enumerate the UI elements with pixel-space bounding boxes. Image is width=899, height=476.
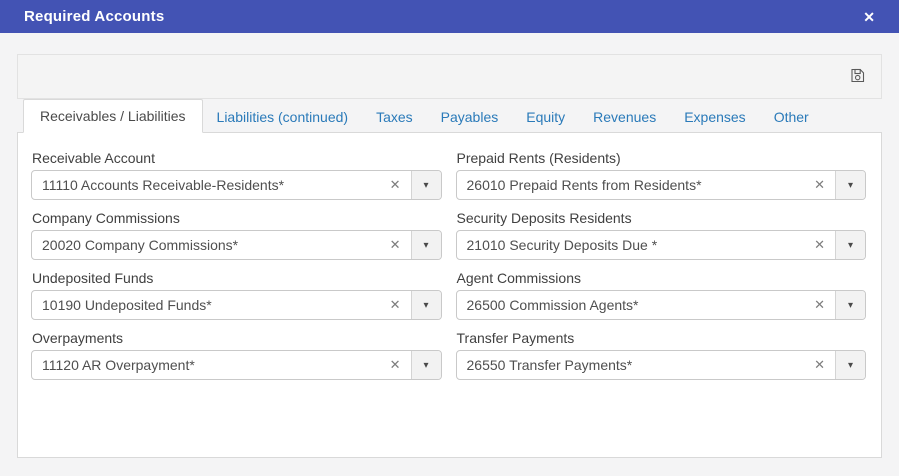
field-transfer-payments: Transfer Payments ✕ ▾ (455, 330, 866, 380)
close-button[interactable]: ✕ (859, 8, 879, 26)
tab-liabilities-continued[interactable]: Liabilities (continued) (216, 109, 349, 125)
combobox-transfer-payments: ✕ ▾ (455, 350, 866, 380)
field-label: Undeposited Funds (32, 270, 154, 286)
caret-down-icon: ▾ (423, 299, 429, 311)
dropdown-caret-button[interactable]: ▾ (410, 231, 441, 259)
tab-receivables-liabilities[interactable]: Receivables / Liabilities (23, 99, 203, 133)
caret-down-icon: ▾ (423, 359, 429, 371)
clear-icon[interactable]: ✕ (389, 177, 401, 192)
combobox-security-deposits: ✕ ▾ (455, 230, 866, 260)
caret-down-icon: ▾ (847, 299, 854, 311)
close-icon: ✕ (863, 8, 875, 25)
combobox-input[interactable] (32, 171, 380, 199)
field-company-commissions: Company Commissions ✕ ▾ (31, 210, 442, 260)
fields-grid: Receivable Account ✕ ▾ Prepaid Rents (Re… (31, 150, 866, 380)
combobox-receivable-account: ✕ ▾ (31, 170, 442, 200)
combobox-input[interactable] (456, 351, 805, 379)
combobox-prepaid-rents: ✕ ▾ (455, 170, 866, 200)
caret-down-icon: ▾ (847, 179, 854, 191)
tab-revenues[interactable]: Revenues (593, 109, 657, 125)
field-prepaid-rents: Prepaid Rents (Residents) ✕ ▾ (455, 150, 866, 200)
field-label: Prepaid Rents (Residents) (456, 150, 621, 166)
save-button[interactable] (843, 63, 871, 91)
caret-down-icon: ▾ (423, 239, 429, 251)
field-label: Security Deposits Residents (456, 210, 632, 226)
dropdown-caret-button[interactable]: ▾ (410, 171, 441, 199)
tab-expenses[interactable]: Expenses (684, 109, 746, 125)
field-label: Agent Commissions (456, 270, 582, 286)
tab-taxes[interactable]: Taxes (376, 109, 413, 125)
window-header: Required Accounts ✕ (0, 0, 899, 33)
toolbar (17, 54, 882, 99)
combobox-input[interactable] (32, 231, 380, 259)
clear-icon[interactable]: ✕ (814, 357, 825, 372)
combobox-input[interactable] (456, 231, 805, 259)
tab-payables[interactable]: Payables (440, 109, 499, 125)
field-label: Overpayments (32, 330, 124, 346)
dropdown-caret-button[interactable]: ▾ (835, 231, 865, 259)
combobox-input[interactable] (32, 291, 380, 319)
dropdown-caret-button[interactable]: ▾ (835, 291, 865, 319)
tab-equity[interactable]: Equity (526, 109, 566, 125)
field-overpayments: Overpayments ✕ ▾ (31, 330, 442, 380)
tab-content: Receivable Account ✕ ▾ Prepaid Rents (Re… (17, 133, 882, 458)
field-undeposited-funds: Undeposited Funds ✕ ▾ (31, 270, 442, 320)
combobox-company-commissions: ✕ ▾ (31, 230, 442, 260)
save-icon (849, 67, 866, 87)
field-receivable-account: Receivable Account ✕ ▾ (31, 150, 442, 200)
clear-icon[interactable]: ✕ (814, 237, 825, 252)
clear-icon[interactable]: ✕ (389, 237, 401, 252)
dropdown-caret-button[interactable]: ▾ (410, 291, 441, 319)
caret-down-icon: ▾ (847, 239, 854, 251)
combobox-agent-commissions: ✕ ▾ (455, 290, 866, 320)
field-label: Company Commissions (32, 210, 180, 226)
combobox-undeposited-funds: ✕ ▾ (31, 290, 442, 320)
dropdown-caret-button[interactable]: ▾ (410, 351, 441, 379)
field-agent-commissions: Agent Commissions ✕ ▾ (455, 270, 866, 320)
dropdown-caret-button[interactable]: ▾ (835, 351, 865, 379)
clear-icon[interactable]: ✕ (389, 297, 401, 312)
field-label: Receivable Account (32, 150, 155, 166)
dropdown-caret-button[interactable]: ▾ (835, 171, 865, 199)
clear-icon[interactable]: ✕ (814, 177, 825, 192)
combobox-input[interactable] (456, 291, 805, 319)
clear-icon[interactable]: ✕ (814, 297, 825, 312)
caret-down-icon: ▾ (847, 359, 854, 371)
field-label: Transfer Payments (456, 330, 575, 346)
window-title: Required Accounts (24, 8, 165, 25)
clear-icon[interactable]: ✕ (389, 357, 401, 372)
required-accounts-panel: Receivables / Liabilities Liabilities (c… (17, 54, 882, 458)
tab-strip: Receivables / Liabilities Liabilities (c… (17, 99, 882, 133)
combobox-input[interactable] (456, 171, 805, 199)
combobox-input[interactable] (32, 351, 380, 379)
field-security-deposits: Security Deposits Residents ✕ ▾ (455, 210, 866, 260)
caret-down-icon: ▾ (423, 179, 429, 191)
tab-other[interactable]: Other (773, 109, 809, 125)
combobox-overpayments: ✕ ▾ (31, 350, 442, 380)
